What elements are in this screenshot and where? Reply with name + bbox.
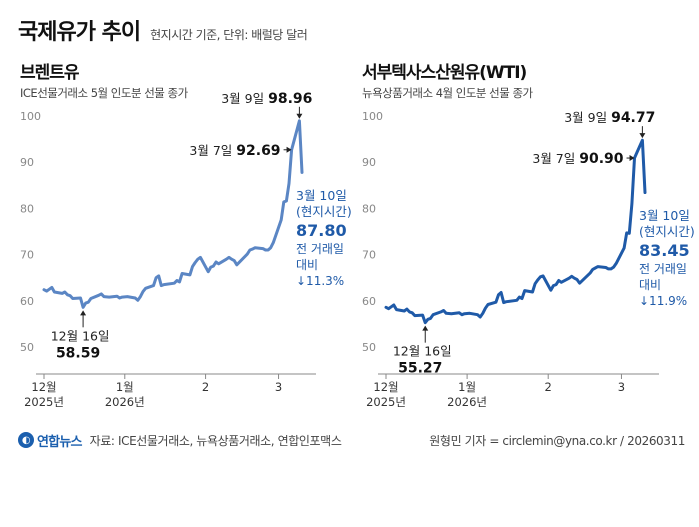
brent-latest-change-label: 전 거래일: [296, 242, 344, 256]
wti-mar7-label: 3월 7일: [532, 151, 579, 166]
wti-xtick-label: 2: [545, 380, 552, 394]
brent-latest-change: ↓11.3%: [296, 274, 344, 288]
brent-series-line: [42, 119, 304, 309]
brent-low-value: 58.59: [56, 345, 100, 361]
footer-left: ◐ 연합뉴스 자료: ICE선물거래소, 뉴욕상품거래소, 연합인포맥스: [18, 431, 342, 450]
wti-mar9-arrow: [639, 133, 646, 139]
brent-ytick-label: 70: [20, 249, 34, 262]
brent-mar9-label: 3월 9일: [221, 91, 268, 106]
brent-mar7-arrow: [286, 146, 292, 153]
wti-latest-change-label-2: 대비: [639, 278, 661, 292]
footer: ◐ 연합뉴스 자료: ICE선물거래소, 뉴욕상품거래소, 연합인포맥스 원형민…: [18, 430, 685, 450]
wti-mar9-value: 94.77: [611, 110, 655, 126]
wti-low-value: 55.27: [398, 361, 442, 377]
brent-xtick-year-label: 2025년: [24, 395, 64, 409]
page-title: 국제유가 추이: [18, 20, 141, 45]
wti-latest-change-label: 전 거래일: [639, 262, 687, 276]
brent-mar9-value: 98.96: [268, 91, 312, 107]
wti-series-line: [384, 138, 647, 325]
logo-text: 연합뉴스: [37, 434, 82, 450]
brent-mar9-annotation: 3월 9일 98.96: [221, 91, 312, 107]
wti-mar9-label: 3월 9일: [564, 110, 611, 125]
brent-low-label: 12월 16일: [51, 328, 110, 343]
brent-mar7-value: 92.69: [236, 143, 280, 159]
wti-low-arrow: [422, 325, 429, 331]
brent-xtick-label: 12월: [31, 380, 56, 394]
wti-xtick-label: 1월: [458, 380, 476, 394]
header: 국제유가 추이 현지시간 기준, 단위: 배럴당 달러: [18, 14, 308, 46]
brent-latest-note: (현지시간): [296, 204, 352, 219]
brent-latest-value: 87.80: [296, 221, 347, 240]
brent-chart-title: 브렌트유: [20, 63, 80, 83]
wti-xtick-year-label: 2025년: [366, 395, 406, 409]
brent-latest-date: 3월 10일: [296, 188, 347, 203]
brent-xtick-year-label: 2026년: [105, 395, 145, 409]
brent-xtick-label: 1월: [116, 380, 134, 394]
wti-ytick-label: 70: [362, 249, 376, 262]
wti-ytick-label: 80: [362, 202, 376, 215]
brent-xtick-label: 3: [275, 380, 282, 394]
wti-header: 서부텍사스산원유(WTI) 뉴욕상품거래소 4월 인도분 선물 종가: [362, 58, 533, 101]
page-subtitle: 현지시간 기준, 단위: 배럴당 달러: [150, 28, 308, 42]
brent-latest-change-label-2: 대비: [296, 258, 318, 272]
wti-xtick-label: 12월: [373, 380, 398, 394]
wti-ytick-label: 60: [362, 295, 376, 308]
wti-xtick-year-label: 2026년: [447, 395, 487, 409]
wti-xtick-label: 3: [618, 380, 625, 394]
wti-ytick-label: 90: [362, 156, 376, 169]
brent-chart-subtitle: ICE선물거래소 5월 인도분 선물 종가: [20, 86, 188, 100]
brent-ytick-label: 50: [20, 341, 34, 354]
wti-mar9-annotation: 3월 9일 94.77: [564, 110, 655, 126]
wti-chart-title: 서부텍사스산원유(WTI): [362, 63, 527, 83]
wti-mar7-annotation: 3월 7일 90.90: [532, 151, 623, 167]
wti-latest-value: 83.45: [639, 241, 690, 260]
brent-mar7-label: 3월 7일: [189, 143, 236, 158]
brent-xtick-label: 2: [202, 380, 209, 394]
wti-ytick-label: 100: [362, 110, 383, 123]
source-text: 자료: ICE선물거래소, 뉴욕상품거래소, 연합인포맥스: [89, 433, 342, 448]
brent-ytick-label: 90: [20, 156, 34, 169]
wti-mar7-value: 90.90: [579, 151, 624, 167]
brent-ytick-label: 60: [20, 295, 34, 308]
wti-low-label: 12월 16일: [393, 344, 452, 359]
brent-ytick-label: 80: [20, 202, 34, 215]
wti-mar7-arrow: [629, 155, 635, 162]
brent-header: 브렌트유 ICE선물거래소 5월 인도분 선물 종가: [20, 58, 188, 101]
credit-text: 원형민 기자 = circlemin@yna.co.kr / 20260311: [429, 433, 685, 448]
wti-ytick-label: 50: [362, 341, 376, 354]
wti-chart-subtitle: 뉴욕상품거래소 4월 인도분 선물 종가: [362, 86, 533, 100]
wti-latest-date: 3월 10일: [639, 208, 690, 223]
wti-latest-change: ↓11.9%: [639, 294, 687, 308]
brent-mar7-annotation: 3월 7일 92.69: [189, 143, 280, 159]
brent-low-arrow: [80, 310, 87, 316]
wti-latest-note: (현지시간): [639, 224, 695, 239]
brent-mar9-arrow: [296, 113, 303, 119]
yonhap-logo-icon: ◐: [18, 432, 34, 448]
brent-ytick-label: 100: [20, 110, 41, 123]
